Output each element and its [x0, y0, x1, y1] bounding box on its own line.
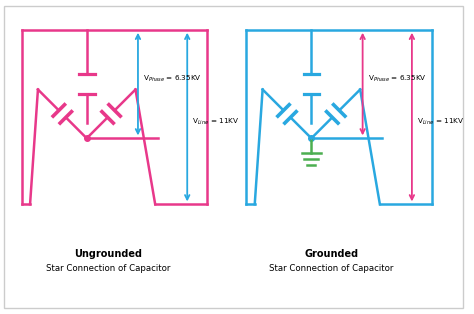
Text: Grounded: Grounded — [304, 249, 358, 258]
Text: V$_{Line}$ = 11KV: V$_{Line}$ = 11KV — [417, 117, 464, 127]
Text: V$_{Phase}$ = 6.35KV: V$_{Phase}$ = 6.35KV — [367, 74, 427, 84]
Text: Star Connection of Capacitor: Star Connection of Capacitor — [46, 264, 171, 273]
Text: V$_{Phase}$ = 6.35KV: V$_{Phase}$ = 6.35KV — [143, 74, 202, 84]
Text: Ungrounded: Ungrounded — [74, 249, 142, 258]
Text: Star Connection of Capacitor: Star Connection of Capacitor — [269, 264, 393, 273]
Text: V$_{Line}$ = 11KV: V$_{Line}$ = 11KV — [192, 117, 239, 127]
